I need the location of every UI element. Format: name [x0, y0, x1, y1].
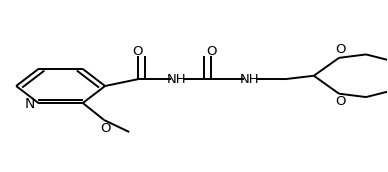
Text: NH: NH [167, 73, 186, 86]
Text: O: O [206, 45, 217, 57]
Text: O: O [335, 43, 346, 56]
Text: NH: NH [240, 73, 260, 86]
Text: N: N [25, 97, 35, 111]
Text: O: O [100, 122, 111, 135]
Text: O: O [335, 95, 346, 108]
Text: O: O [133, 45, 143, 57]
